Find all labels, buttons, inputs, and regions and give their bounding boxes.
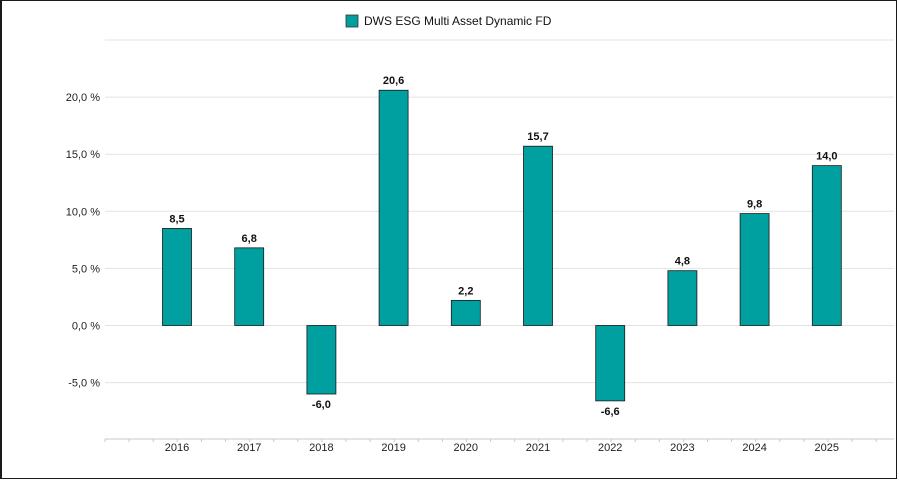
legend[interactable]: DWS ESG Multi Asset Dynamic FD: [345, 14, 552, 28]
bar-2018[interactable]: [306, 325, 337, 395]
x-tick-label: 2022: [598, 442, 622, 454]
y-axis-tick-labels: -5,0 % 0,0 % 5,0 % 10,0 % 15,0 % 20,0 %: [66, 92, 100, 390]
bars: [162, 89, 842, 402]
x-tick-label: 2021: [526, 442, 550, 454]
x-minor-ticks: [104, 439, 877, 442]
data-label-2025: 14,0: [816, 151, 837, 163]
x-tick-label: 2019: [381, 442, 405, 454]
x-tick-label: 2017: [237, 442, 261, 454]
x-tick-label: 2023: [670, 442, 694, 454]
y-tick-label: 5,0 %: [72, 263, 100, 275]
x-tick-label: 2018: [309, 442, 333, 454]
y-tick-label: 15,0 %: [66, 149, 100, 161]
data-label-2021: 15,7: [527, 131, 548, 143]
bar-2020[interactable]: [450, 299, 481, 326]
bar-2019[interactable]: [378, 89, 409, 326]
gridlines: [105, 39, 894, 384]
legend-label: DWS ESG Multi Asset Dynamic FD: [364, 14, 552, 28]
x-tick-label: 2024: [742, 442, 766, 454]
legend-swatch: [345, 14, 359, 28]
bar-2022[interactable]: [595, 325, 626, 402]
y-tick-label: 20,0 %: [66, 92, 100, 104]
bar-2017[interactable]: [234, 247, 265, 326]
data-label-2016: 8,5: [169, 213, 184, 225]
bar-2016[interactable]: [162, 228, 192, 326]
data-label-2019: 20,6: [383, 75, 404, 87]
data-labels: 8,5 6,8 -6,0 20,6 2,2 15,7 -6,6 4,8 9,8 14,0: [169, 75, 837, 418]
x-tick-label: 2020: [454, 442, 478, 454]
x-tick-label: 2016: [165, 442, 189, 454]
data-label-2024: 9,8: [747, 199, 762, 211]
x-tick-label: 2025: [815, 442, 839, 454]
data-label-2022: -6,6: [601, 406, 620, 418]
bar-2025[interactable]: [811, 165, 842, 326]
bar-2024[interactable]: [739, 213, 770, 326]
data-label-2017: 6,8: [242, 233, 257, 245]
x-axis-tick-labels: 2016 2017 2018 2019 2020 2021 2022 2023 2024 2025: [165, 442, 839, 454]
y-tick-label: 0,0 %: [72, 321, 100, 333]
bar-2021[interactable]: [523, 145, 553, 326]
y-tick-label: -5,0 %: [68, 378, 100, 390]
data-label-2018: -6,0: [312, 399, 331, 411]
y-tick-label: 10,0 %: [66, 206, 100, 218]
bar-2023[interactable]: [667, 270, 698, 326]
data-label-2020: 2,2: [458, 285, 473, 297]
data-label-2023: 4,8: [675, 256, 690, 268]
